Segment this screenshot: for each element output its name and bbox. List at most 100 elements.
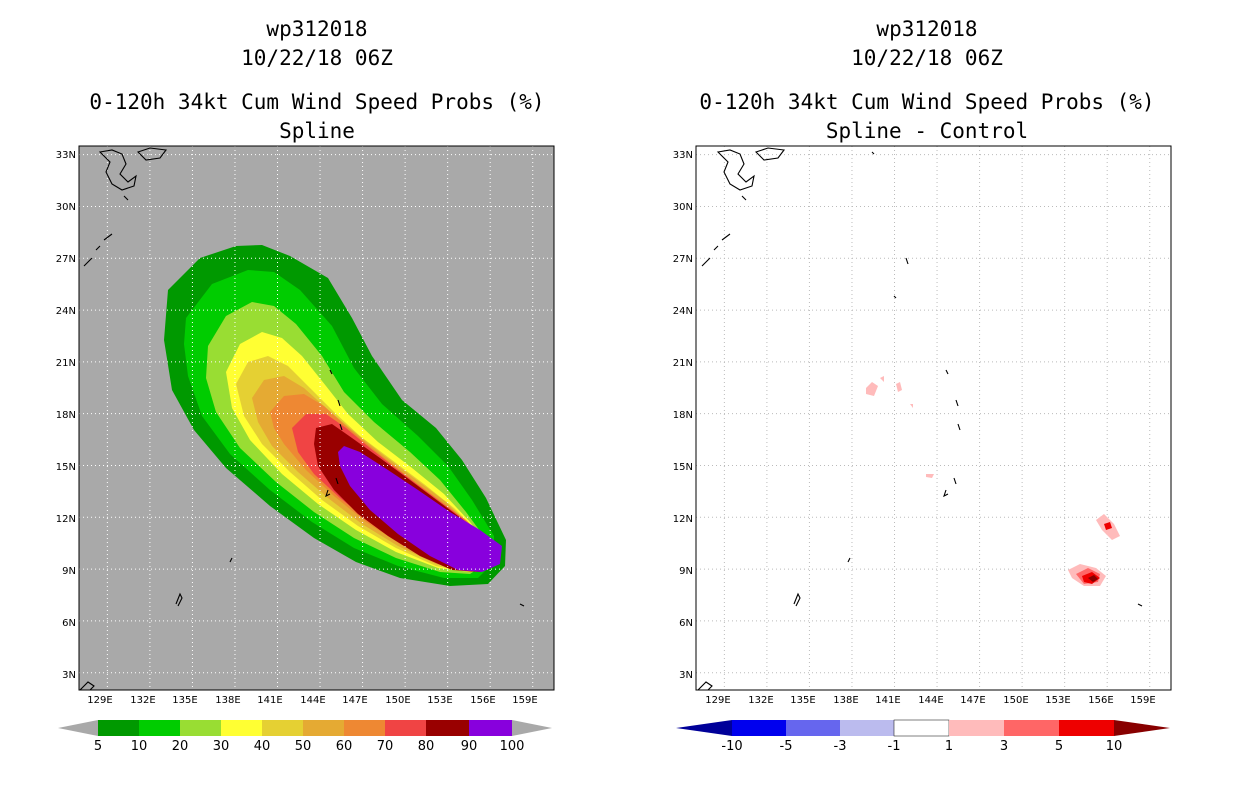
left-colorbar: 5 10 20 30 40 50 60 70 80 90 100 — [58, 720, 552, 754]
right-cb-label-neg3: -3 — [834, 739, 847, 754]
right-colorbar-bin-1-3 — [949, 720, 1004, 736]
left-cb-label-90: 90 — [461, 739, 478, 754]
left-coast-marianas — [325, 369, 343, 498]
right-x-tick-150E: 150E — [1003, 695, 1028, 706]
right-colorbar-bin-neg3-neg1 — [840, 720, 894, 736]
right-cb-label-3: 3 — [1000, 739, 1008, 754]
left-coast-pohnpei — [519, 603, 525, 607]
right-y-tick-15N: 15N — [673, 462, 693, 473]
right-coast-minamitorishima — [871, 151, 875, 155]
right-cb-label-5: 5 — [1055, 739, 1063, 754]
right-coastlines — [697, 147, 1143, 690]
contour-90 — [338, 446, 502, 572]
right-y-tick-6N: 6N — [679, 618, 693, 629]
right-title-storm-id: wp312018 — [876, 17, 978, 41]
right-coast-pohnpei — [1137, 603, 1143, 607]
left-colorbar-over-arrow — [512, 720, 552, 736]
left-cb-label-5: 5 — [94, 739, 102, 754]
left-x-tick-156E: 156E — [470, 695, 495, 706]
left-title-date: 10/22/18 06Z — [241, 46, 393, 70]
right-y-tick-21N: 21N — [673, 358, 693, 369]
left-map-frame — [78, 145, 555, 691]
left-colorbar-bin-30-40 — [221, 720, 262, 736]
right-title: wp312018 10/22/18 06Z 0-120h 34kt Cum Wi… — [647, 15, 1207, 146]
right-colorbar-under-arrow — [676, 720, 732, 736]
right-colorbar-bin-3-5 — [1004, 720, 1059, 736]
left-colorbar-bin-60-70 — [344, 720, 385, 736]
right-y-tick-24N: 24N — [673, 306, 693, 317]
left-y-tick-15N: 15N — [56, 462, 76, 473]
diff-spot-north-4 — [910, 404, 913, 408]
right-title-date: 10/22/18 06Z — [851, 46, 1003, 70]
left-x-tick-141E: 141E — [257, 695, 282, 706]
left-cb-label-50: 50 — [295, 739, 312, 754]
diff-spot-south-peak — [1088, 575, 1098, 582]
left-cb-label-20: 20 — [172, 739, 189, 754]
left-x-tick-129E: 129E — [87, 695, 112, 706]
right-map-frame — [695, 145, 1172, 691]
left-y-tick-30N: 30N — [56, 202, 76, 213]
left-title-storm-id: wp312018 — [266, 17, 368, 41]
right-y-tick-27N: 27N — [673, 254, 693, 265]
left-y-tick-21N: 21N — [56, 358, 76, 369]
left-coast-yap — [229, 557, 233, 563]
right-colorbar: -10 -5 -3 -1 1 3 5 10 — [676, 719, 1170, 754]
left-colorbar-bin-80-90 — [426, 720, 469, 736]
right-y-tick-3N: 3N — [679, 670, 693, 681]
right-cb-label-neg10: -10 — [721, 739, 742, 754]
left-cb-label-40: 40 — [254, 739, 271, 754]
right-x-tick-141E: 141E — [875, 695, 900, 706]
right-coast-shikoku — [754, 147, 786, 161]
right-x-tick-132E: 132E — [748, 695, 773, 706]
right-y-axis: 33N 30N 27N 24N 21N 18N 15N 12N 9N 6N 3N — [673, 150, 693, 681]
left-cb-label-30: 30 — [213, 739, 230, 754]
left-colorbar-under-arrow — [58, 720, 98, 736]
left-y-tick-3N: 3N — [62, 670, 76, 681]
left-cb-label-70: 70 — [377, 739, 394, 754]
left-y-axis: 33N 30N 27N 24N 21N 18N 15N 12N 9N 6N 3N — [56, 150, 76, 681]
right-coast-kyushu — [716, 149, 755, 191]
left-y-tick-9N: 9N — [62, 566, 76, 577]
right-x-tick-153E: 153E — [1045, 695, 1070, 706]
left-x-tick-159E: 159E — [512, 695, 537, 706]
right-coast-yap — [847, 557, 851, 563]
diff-spot-north-2 — [896, 382, 902, 392]
left-title-subtitle: Spline — [279, 119, 355, 143]
left-map: 33N 30N 27N 24N 21N 18N 15N 12N 9N 6N 3N… — [56, 145, 555, 706]
right-y-tick-33N: 33N — [673, 150, 693, 161]
right-y-tick-9N: 9N — [679, 566, 693, 577]
left-y-tick-6N: 6N — [62, 618, 76, 629]
left-y-tick-12N: 12N — [56, 514, 76, 525]
left-colorbar-bin-10-20 — [139, 720, 180, 736]
left-coast-shikoku — [136, 147, 168, 161]
left-x-tick-144E: 144E — [300, 695, 325, 706]
right-x-tick-129E: 129E — [705, 695, 730, 706]
right-cb-label-neg1: -1 — [888, 739, 901, 754]
left-x-tick-132E: 132E — [130, 695, 155, 706]
right-map-background — [696, 146, 1171, 690]
right-y-tick-12N: 12N — [673, 514, 693, 525]
right-difference-contours — [866, 376, 1120, 586]
left-x-tick-135E: 135E — [172, 695, 197, 706]
left-colorbar-bin-20-30 — [180, 720, 221, 736]
left-x-tick-138E: 138E — [215, 695, 240, 706]
left-x-tick-147E: 147E — [342, 695, 367, 706]
left-coastlines — [79, 147, 525, 690]
left-coast-luzon-tip — [79, 681, 95, 690]
left-y-tick-18N: 18N — [56, 410, 76, 421]
right-colorbar-bin-neg5-neg3 — [786, 720, 840, 736]
left-coast-ryukyu — [83, 195, 129, 267]
left-grid — [79, 146, 554, 690]
left-coast-palau — [175, 592, 183, 607]
right-cb-label-neg5: -5 — [780, 739, 793, 754]
diff-spot-north-3 — [880, 376, 884, 382]
left-coast-kyushu — [98, 149, 137, 191]
right-coast-ryukyu — [701, 195, 747, 267]
left-title: wp312018 10/22/18 06Z 0-120h 34kt Cum Wi… — [37, 15, 597, 146]
right-cb-label-10: 10 — [1106, 739, 1123, 754]
right-title-subtitle: Spline - Control — [825, 119, 1029, 143]
right-title-product: 0-120h 34kt Cum Wind Speed Probs (%) — [699, 90, 1155, 114]
left-colorbar-bin-5-10 — [98, 720, 139, 736]
right-cb-label-1: 1 — [945, 739, 953, 754]
